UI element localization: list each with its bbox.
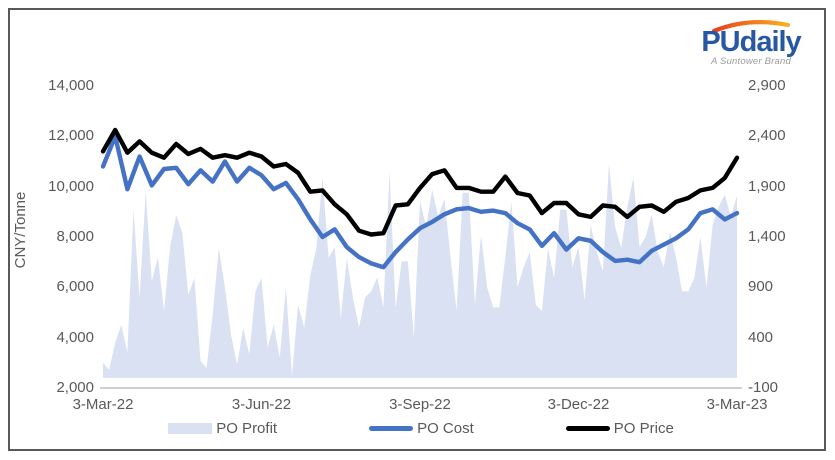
right-axis-tick-label: 2,900 [748,77,786,94]
plot-area [100,127,742,389]
pudaily-logo: PUdaily A Suntower Brand [689,16,813,67]
legend-swatch-area [168,422,213,434]
left-axis-tick-label: 6,000 [56,278,94,296]
legend-item-po-price: PO Price [565,419,674,437]
x-axis-tick-label: 3-Mar-23 [706,396,768,413]
left-axis-tick-label: 8,000 [56,228,94,245]
left-axis-tick-label: 2,000 [56,379,94,396]
legend-label: PO Price [613,419,674,437]
series-po-profit-area [103,163,737,378]
left-axis-tick-label: 12,000 [48,127,94,145]
x-axis-tick-label: 3-Sep-22 [389,396,451,413]
left-axis-tick-label: 10,000 [48,177,94,195]
chart-legend: PO Profit PO Cost PO Price [100,417,742,439]
x-axis-tick-label: 3-Jun-22 [231,396,292,413]
legend-item-po-cost: PO Cost [369,420,474,437]
right-axis-tick-label: -100 [748,379,779,396]
left-axis-tick-label: 14,000 [48,77,94,94]
right-axis-tick-label: 900 [748,278,774,296]
logo-brand-text: PUdaily [701,26,801,58]
right-axis-tick-label: 400 [748,328,774,346]
logo-tagline-text: A Suntower Brand [711,56,791,67]
logo-arc-icon [711,20,791,34]
series-po-price-line [100,127,740,237]
right-axis-tick-label: 1,400 [748,228,786,245]
left-axis-tick-label: 4,000 [56,328,94,346]
series-po-cost-line [100,134,740,270]
legend-label: PO Cost [417,419,474,437]
x-axis-tick-label: 3-Dec-22 [547,396,610,413]
legend-swatch-line [565,425,610,431]
right-axis-tick-label: 1,900 [748,177,786,195]
x-axis-tick-label: 3-Mar-22 [72,396,134,413]
legend-label: PO Profit [216,419,278,437]
legend-item-po-profit: PO Profit [168,420,277,437]
legend-swatch-line [369,425,414,431]
right-axis-tick-label: 2,400 [748,127,786,145]
